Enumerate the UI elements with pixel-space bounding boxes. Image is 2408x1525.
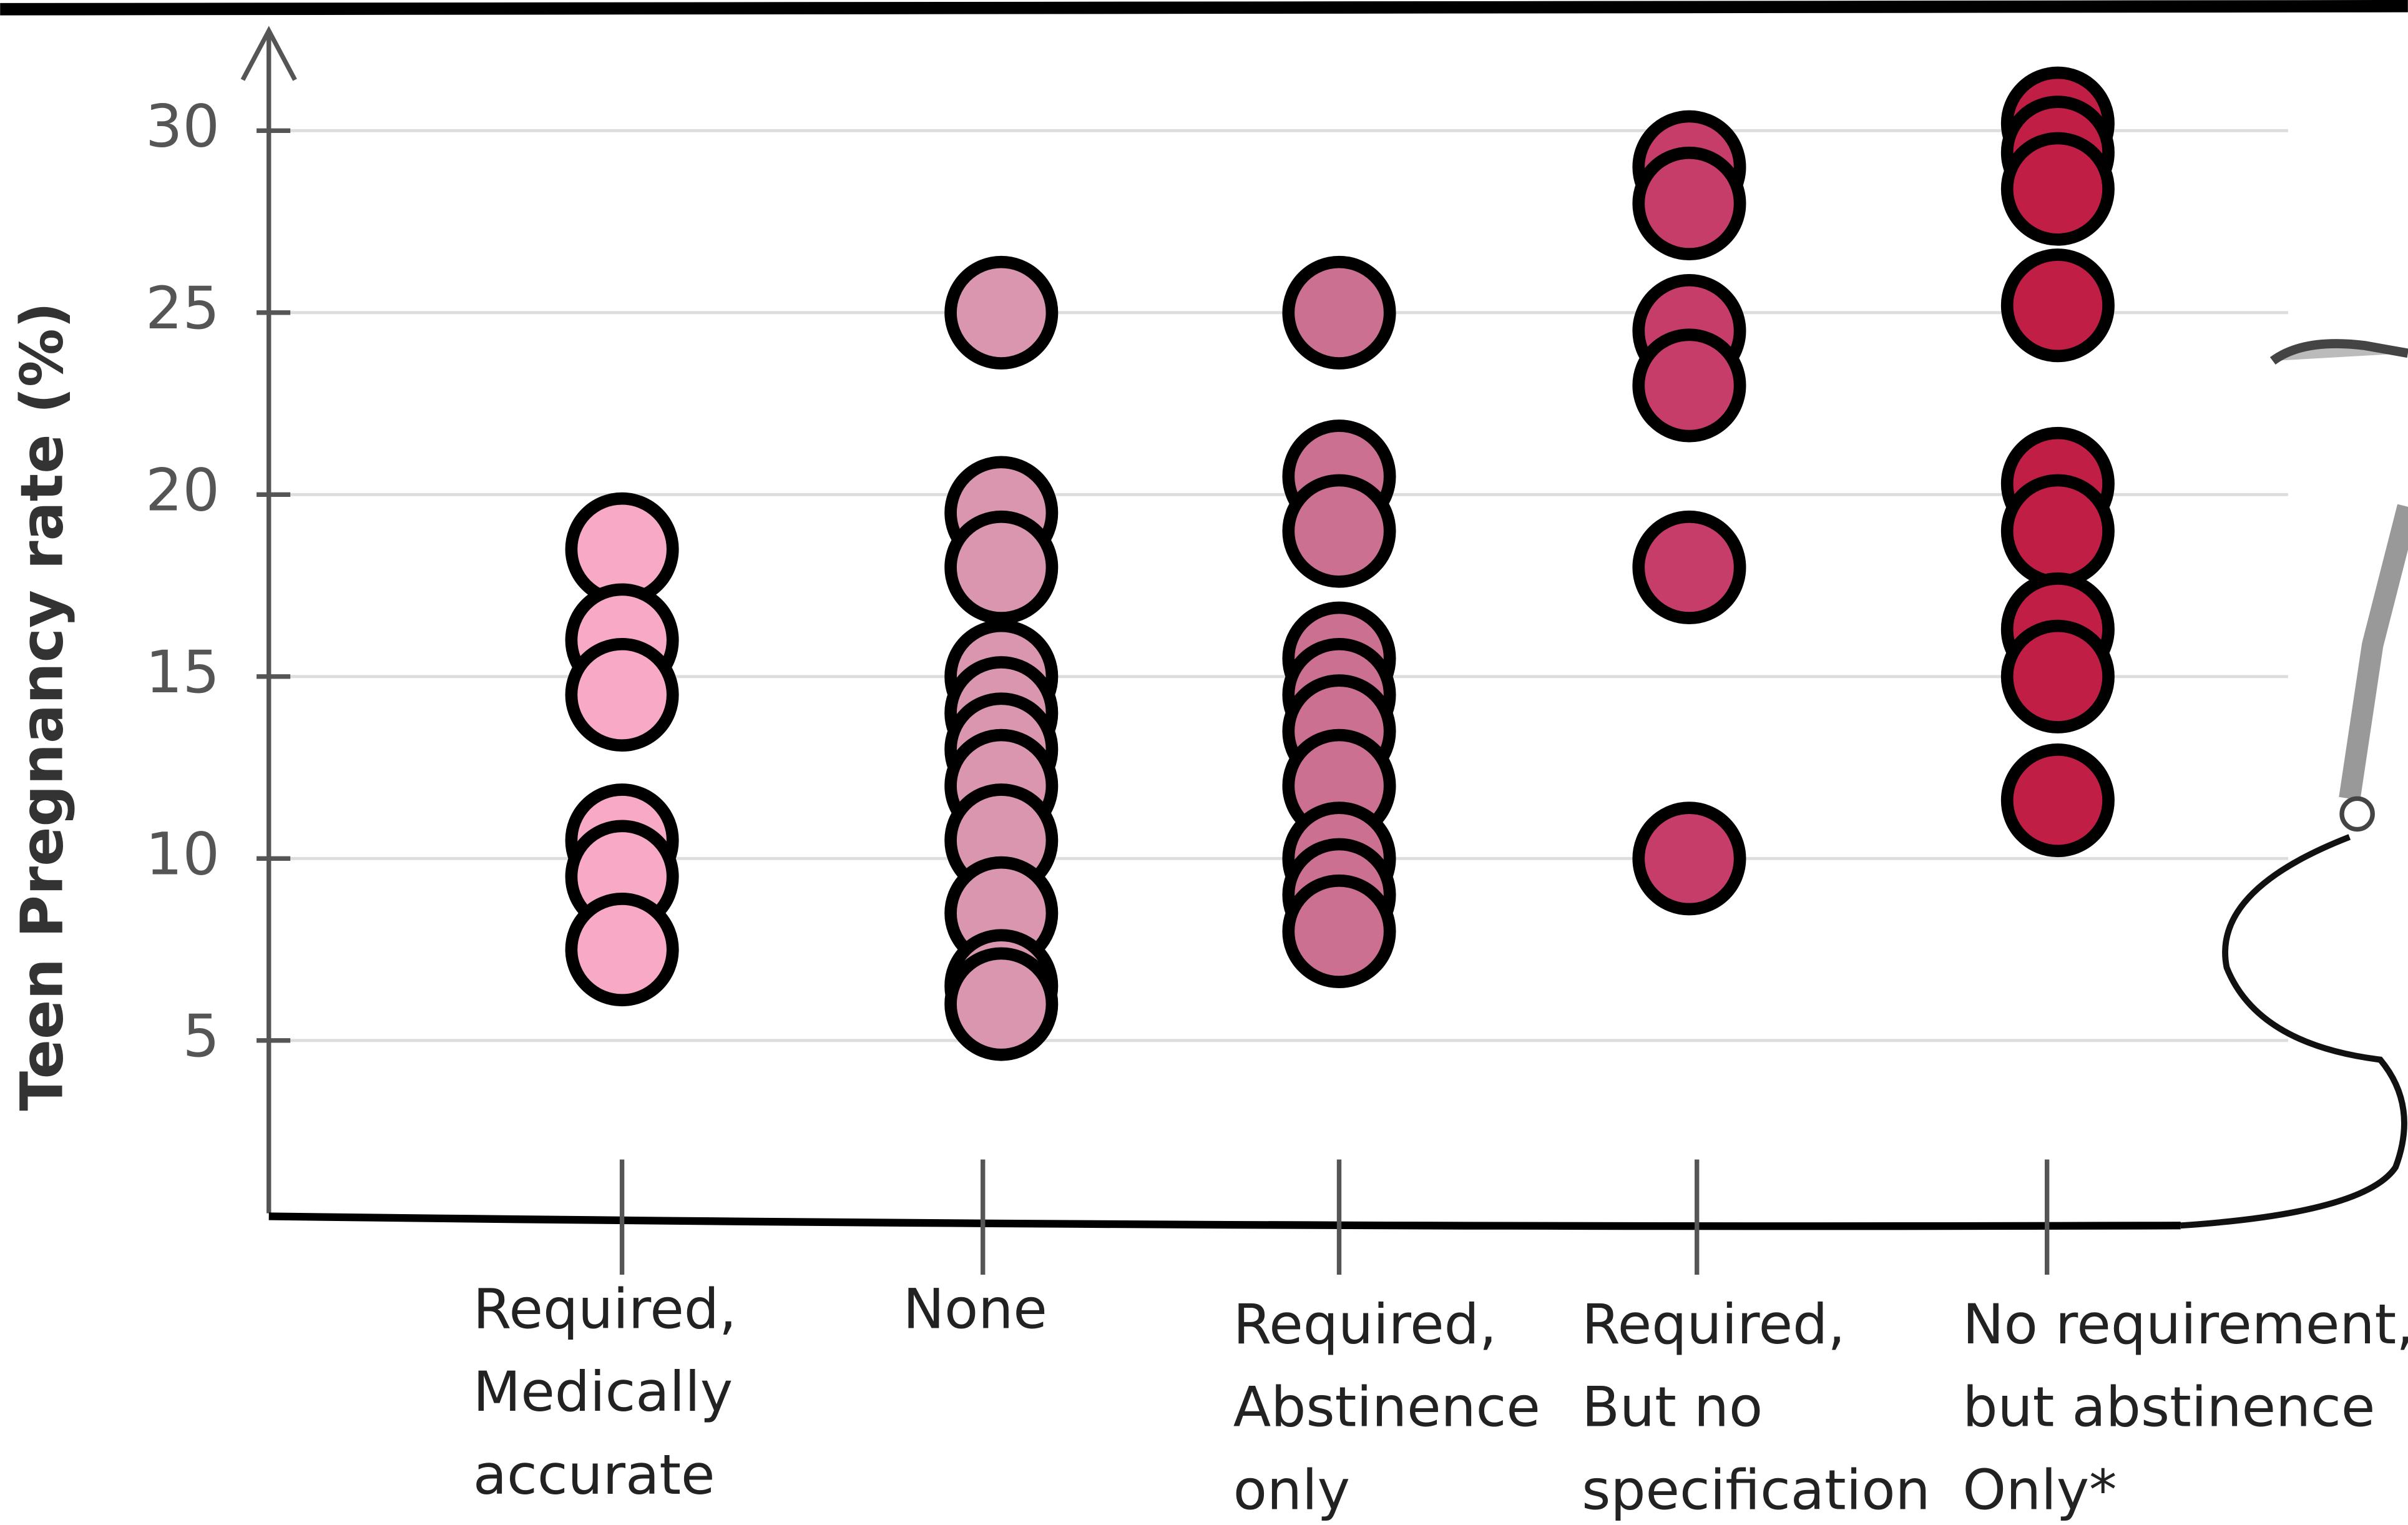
- x-tick-label: Required,: [473, 1277, 737, 1341]
- x-tick-label: but abstinence: [1962, 1375, 2375, 1439]
- y-tick-label: 10: [145, 821, 220, 889]
- x-tick-label: accurate: [473, 1443, 715, 1507]
- dot: [565, 637, 679, 752]
- x-axis: [268, 1212, 2181, 1230]
- dot: [1632, 146, 1746, 260]
- dot: [1632, 802, 1746, 916]
- x-tick-label: None: [903, 1277, 1047, 1341]
- dot: [1282, 255, 1396, 370]
- dot: [2000, 474, 2115, 588]
- x-tick-label: specification: [1582, 1458, 1930, 1523]
- dot: [1282, 874, 1396, 988]
- y-tick-label: 5: [183, 1003, 220, 1071]
- dot: [944, 510, 1059, 624]
- y-tick-label: 25: [145, 275, 220, 343]
- y-axis-label: Teen Pregnancy rate (%): [8, 302, 76, 1111]
- x-tick-label: Required,: [1233, 1292, 1497, 1356]
- dot: [1632, 328, 1746, 443]
- dot: [944, 255, 1059, 370]
- dot: [2000, 132, 2115, 246]
- dot: [2000, 743, 2115, 858]
- x-tick-label: No requirement,: [1962, 1292, 2408, 1356]
- dot: [565, 893, 679, 1007]
- dot: [2000, 248, 2115, 363]
- y-tick-label: 30: [145, 93, 220, 161]
- x-tick-label: Medically: [473, 1360, 733, 1424]
- x-tick-label: But no: [1582, 1375, 1763, 1439]
- dot: [944, 947, 1059, 1061]
- x-tick-label: Required,: [1582, 1292, 1845, 1356]
- x-tick-label: Only*: [1962, 1458, 2117, 1523]
- y-axis-arrow: [240, 26, 297, 81]
- dot: [1632, 510, 1746, 624]
- top-border: [0, 0, 2408, 16]
- decoration: [2180, 339, 2408, 1229]
- dot: [2000, 619, 2115, 733]
- y-tick-label: 15: [145, 639, 220, 707]
- x-tick-label: Abstinence: [1233, 1375, 1540, 1439]
- dot: [1282, 474, 1396, 588]
- y-tick-label: 20: [145, 457, 220, 525]
- x-tick-label: only: [1233, 1458, 1350, 1523]
